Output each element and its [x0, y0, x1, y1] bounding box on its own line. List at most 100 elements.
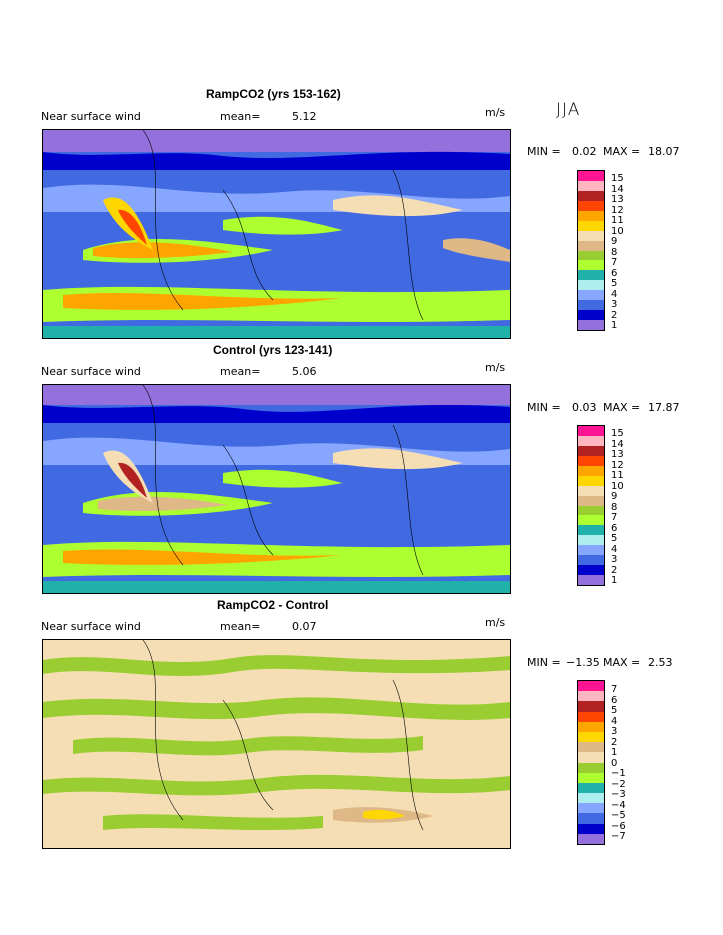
colorbar-tick-label: 14: [611, 183, 624, 195]
panel3-mean-label: mean=: [220, 620, 261, 633]
colorbar-swatch: [578, 565, 604, 576]
colorbar-tick-label: −2: [611, 778, 626, 790]
colorbar-swatch: [578, 200, 604, 211]
colorbar-tick-label: 5: [611, 533, 618, 544]
colorbar-tick-label: 4: [611, 288, 618, 300]
colorbar-tick-label: 10: [611, 480, 624, 492]
panel3-colorbar-ticks: 7 6 5 4 3 2 1 0 −1 −2 −3 −4 −5 −6 −7: [611, 684, 626, 843]
panel2-map-svg: [43, 385, 510, 593]
colorbar-tick-label: 8: [611, 246, 618, 258]
colorbar-tick-label: 0: [611, 757, 618, 769]
colorbar-swatch: [578, 555, 604, 566]
panel3-max-value: 2.53: [648, 656, 673, 669]
colorbar-swatch: [578, 575, 604, 585]
panel1-max-value: 18.07: [648, 145, 680, 158]
panel1-colorbar: [577, 170, 605, 331]
colorbar-tick-label: 15: [611, 173, 624, 184]
colorbar-swatch: [578, 701, 604, 712]
colorbar-swatch: [578, 220, 604, 231]
colorbar-swatch: [578, 171, 604, 181]
colorbar-tick-label: 12: [611, 204, 624, 216]
panel3-wind-map: [42, 639, 511, 849]
colorbar-tick-label: 1: [611, 575, 618, 586]
panel1-mean-label: mean=: [220, 110, 261, 123]
colorbar-tick-label: 10: [611, 225, 624, 237]
colorbar-swatch: [578, 210, 604, 221]
colorbar-tick-label: 7: [611, 512, 618, 523]
colorbar-tick-label: 9: [611, 491, 618, 502]
colorbar-swatch: [578, 180, 604, 191]
colorbar-tick-label: 3: [611, 299, 618, 310]
colorbar-swatch: [578, 250, 604, 261]
colorbar-swatch: [578, 455, 604, 466]
colorbar-swatch: [578, 475, 604, 486]
panel2-min-label: MIN =: [527, 401, 561, 414]
panel2-colorbar-ticks: 15 14 13 12 11 10 9 8 7 6 5 4 3 2 1: [611, 428, 624, 587]
panel1-field-label: Near surface wind: [41, 110, 141, 123]
colorbar-swatch: [578, 752, 604, 763]
colorbar-swatch: [578, 782, 604, 794]
colorbar-tick-label: 6: [611, 694, 618, 706]
colorbar-swatch: [578, 310, 604, 321]
panel1-max-label: MAX =: [603, 145, 641, 158]
colorbar-swatch: [578, 823, 604, 834]
panel2-colorbar: [577, 425, 605, 586]
colorbar-tick-label: 2: [611, 736, 618, 748]
colorbar-tick-label: 2: [611, 564, 618, 576]
colorbar-swatch: [578, 535, 604, 546]
panel3-colorbar: [577, 680, 605, 845]
colorbar-tick-label: 5: [611, 705, 618, 716]
colorbar-swatch: [578, 435, 604, 446]
colorbar-tick-label: 4: [611, 715, 618, 727]
panel2-min-value: 0.03: [572, 401, 597, 414]
colorbar-tick-label: 14: [611, 438, 624, 450]
panel2-max-label: MAX =: [603, 401, 641, 414]
colorbar-tick-label: 15: [611, 428, 624, 439]
colorbar-swatch: [578, 772, 604, 783]
colorbar-tick-label: 3: [611, 726, 618, 737]
colorbar-tick-label: 4: [611, 543, 618, 555]
colorbar-tick-label: 11: [611, 470, 624, 481]
panel1-units: m/s: [485, 106, 506, 119]
colorbar-swatch: [578, 721, 604, 732]
colorbar-tick-label: 2: [611, 309, 618, 321]
panel2-title: Control (yrs 123-141): [213, 343, 333, 357]
colorbar-swatch: [578, 711, 604, 722]
panel1-wind-map: [42, 129, 511, 339]
panel1-mean-value: 5.12: [292, 110, 317, 123]
colorbar-swatch: [578, 320, 604, 330]
colorbar-tick-label: 6: [611, 522, 618, 534]
colorbar-swatch: [578, 742, 604, 753]
panel2-field-label: Near surface wind: [41, 365, 141, 378]
colorbar-swatch: [578, 803, 604, 814]
colorbar-tick-label: 7: [611, 257, 618, 268]
colorbar-swatch: [578, 731, 604, 743]
panel1-colorbar-ticks: 15 14 13 12 11 10 9 8 7 6 5 4 3 2 1: [611, 173, 624, 332]
colorbar-swatch: [578, 495, 604, 506]
colorbar-swatch: [578, 190, 604, 201]
colorbar-swatch: [578, 793, 604, 804]
colorbar-swatch: [578, 230, 604, 241]
colorbar-swatch: [578, 515, 604, 526]
colorbar-swatch: [578, 300, 604, 311]
colorbar-tick-label: 1: [611, 747, 618, 758]
colorbar-swatch: [578, 525, 604, 536]
colorbar-tick-label: −6: [611, 820, 626, 832]
colorbar-tick-label: −3: [611, 789, 626, 800]
colorbar-swatch: [578, 240, 604, 251]
colorbar-swatch: [578, 833, 604, 844]
colorbar-tick-label: 6: [611, 267, 618, 279]
panel1-map-svg: [43, 130, 510, 338]
colorbar-swatch: [578, 465, 604, 476]
colorbar-tick-label: 5: [611, 278, 618, 289]
panel3-mean-value: 0.07: [292, 620, 317, 633]
colorbar-swatch: [578, 445, 604, 456]
panel2-max-value: 17.87: [648, 401, 680, 414]
colorbar-tick-label: 3: [611, 554, 618, 565]
colorbar-tick-label: −1: [611, 768, 626, 779]
colorbar-tick-label: 7: [611, 684, 618, 695]
colorbar-swatch: [578, 485, 604, 496]
panel3-title: RampCO2 - Control: [217, 598, 329, 612]
colorbar-swatch: [578, 691, 604, 702]
panel3-units: m/s: [485, 616, 506, 629]
